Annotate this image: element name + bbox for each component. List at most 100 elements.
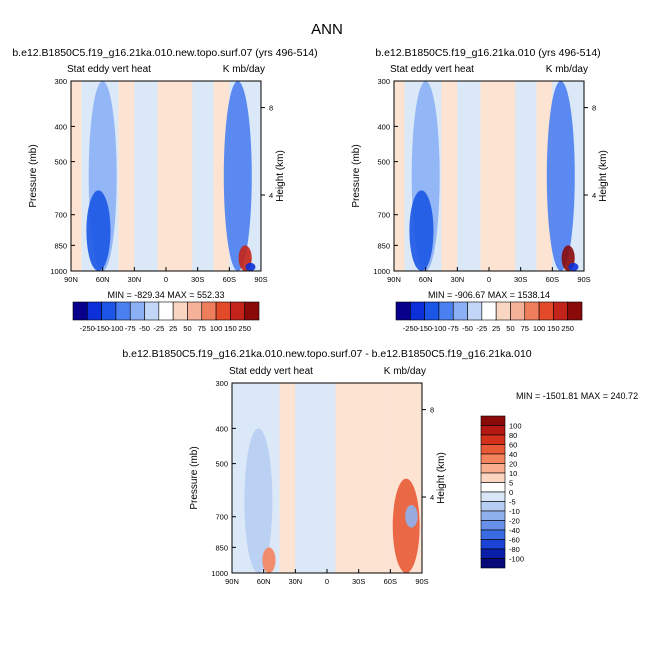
y-right-tick-label: 4 — [592, 191, 596, 200]
y-tick-label: 300 — [54, 77, 67, 86]
colorbar-box — [452, 301, 468, 321]
colorbar-label: -150 — [94, 324, 109, 333]
contour-feature — [244, 428, 273, 573]
background-band — [335, 383, 391, 573]
colorbar-box — [480, 434, 506, 445]
y-axis-label-right: Height (km) — [598, 150, 609, 202]
stats-text: MIN = -1501.81 MAX = 240.72 — [516, 391, 638, 401]
y-right-tick-label: 8 — [269, 104, 273, 113]
colorbar-box — [115, 301, 131, 321]
colorbar-box — [144, 301, 160, 321]
panel-difference: b.e12.B1850C5.f19_g16.21ka.010.new.topo.… — [122, 348, 638, 586]
colorbar-box — [480, 539, 506, 550]
background-band — [213, 81, 230, 271]
background-band — [394, 81, 405, 271]
stats-text: MIN = -829.34 MAX = 552.33 — [107, 290, 224, 300]
colorbar-label: -50 — [139, 324, 150, 333]
panel-title: b.e12.B1850C5.f19_g16.21ka.010.new.topo.… — [12, 47, 317, 59]
colorbar-label: -250 — [80, 324, 95, 333]
colorbar-label: -75 — [448, 324, 459, 333]
y-tick-label: 400 — [54, 122, 67, 131]
colorbar-box — [230, 301, 245, 321]
colorbar-label: 80 — [509, 431, 517, 440]
plot-area — [232, 383, 422, 573]
x-tick-label: 90S — [577, 275, 590, 284]
colorbar-label: -20 — [509, 517, 520, 526]
y-tick-label: 300 — [377, 77, 390, 86]
panel-subtitle-left: Stat eddy vert heat — [67, 64, 151, 75]
colorbar-box — [480, 520, 506, 531]
contour-feature — [245, 262, 256, 271]
panel-title: b.e12.B1850C5.f19_g16.21ka.010 (yrs 496-… — [375, 47, 600, 59]
x-tick-label: 60N — [96, 275, 110, 284]
x-tick-label: 0 — [325, 577, 329, 586]
x-tick-label: 0 — [164, 275, 168, 284]
y-right-tick-label: 8 — [430, 406, 434, 415]
colorbar-box — [495, 301, 511, 321]
x-tick-label: 90S — [254, 275, 267, 284]
y-tick-label: 850 — [215, 543, 228, 552]
colorbar-label: -100 — [108, 324, 123, 333]
contour-feature — [409, 190, 434, 271]
colorbar-box — [480, 548, 506, 559]
y-tick-label: 400 — [377, 122, 390, 131]
y-axis-label: Pressure (mb) — [351, 144, 362, 207]
colorbar-box — [480, 491, 506, 502]
colorbar-label: 10 — [509, 469, 517, 478]
contour-feature — [405, 505, 418, 528]
background-band — [81, 81, 90, 271]
colorbar-label: 75 — [198, 324, 206, 333]
background-band — [457, 81, 466, 271]
background-band — [404, 81, 413, 271]
y-axis-label-right: Height (km) — [275, 150, 286, 202]
x-tick-label: 30S — [191, 275, 204, 284]
colorbar-label: 150 — [547, 324, 560, 333]
colorbar-box — [480, 425, 506, 436]
colorbar-box — [480, 558, 506, 569]
colorbar-label: -100 — [509, 555, 524, 564]
colorbar-label: 250 — [561, 324, 574, 333]
y-right-tick-label: 4 — [430, 493, 434, 502]
colorbar-label: 75 — [521, 324, 529, 333]
colorbar-label: -80 — [509, 545, 520, 554]
x-tick-label: 60S — [546, 275, 559, 284]
background-band — [536, 81, 553, 271]
y-tick-label: 700 — [215, 513, 228, 522]
background-band — [71, 81, 82, 271]
y-right-tick-label: 4 — [269, 191, 273, 200]
panel-subtitle-right: K mb/day — [384, 366, 426, 377]
y-tick-label: 300 — [215, 379, 228, 388]
colorbar-label: -25 — [476, 324, 487, 333]
colorbar-label: -75 — [125, 324, 136, 333]
colorbar-label: 50 — [506, 324, 514, 333]
colorbar-box — [480, 482, 506, 493]
x-tick-label: 30S — [352, 577, 365, 586]
background-band — [515, 81, 537, 271]
background-band — [134, 81, 143, 271]
colorbar-box — [480, 510, 506, 521]
colorbar-box — [410, 301, 425, 321]
colorbar-box — [395, 301, 411, 321]
contour-feature — [568, 262, 579, 271]
figure-title: ANN — [311, 21, 343, 38]
colorbar-box — [187, 301, 203, 321]
colorbar-label: -10 — [509, 507, 520, 516]
background-band — [441, 81, 458, 271]
contour-feature — [546, 81, 575, 271]
colorbar-box — [244, 301, 260, 321]
y-tick-label: 700 — [54, 211, 67, 220]
colorbar-box — [87, 301, 102, 321]
colorbar-label: -100 — [431, 324, 446, 333]
colorbar-label: 250 — [238, 324, 251, 333]
plot-area — [71, 81, 261, 271]
x-tick-label: 30N — [450, 275, 464, 284]
panel-subtitle-left: Stat eddy vert heat — [390, 64, 474, 75]
y-tick-label: 700 — [377, 211, 390, 220]
y-axis-label: Pressure (mb) — [28, 144, 39, 207]
contour-feature — [262, 547, 276, 573]
colorbar-box — [467, 301, 483, 321]
colorbar-box — [510, 301, 526, 321]
colorbar-label: 40 — [509, 450, 517, 459]
colorbar-box — [72, 301, 88, 321]
colorbar-box — [480, 501, 506, 512]
